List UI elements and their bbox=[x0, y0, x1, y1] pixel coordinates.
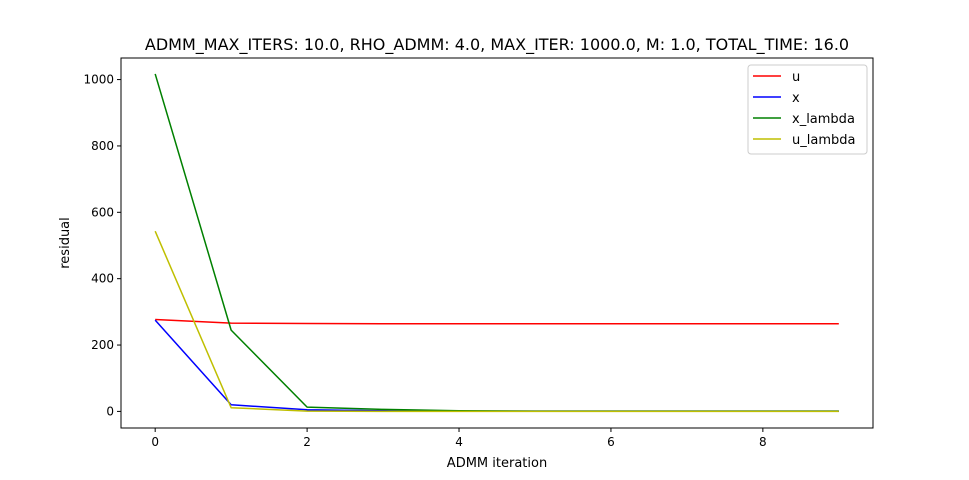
x-tick-label: 0 bbox=[151, 435, 159, 449]
x-tick-label: 6 bbox=[607, 435, 615, 449]
series-line-u bbox=[155, 318, 839, 325]
y-axis-label: residual bbox=[58, 217, 73, 269]
legend-label-u-lambda: u_lambda bbox=[792, 133, 855, 148]
x-axis-ticks: 0 2 4 6 8 bbox=[151, 428, 767, 449]
y-tick-label: 1000 bbox=[83, 73, 114, 87]
y-tick-label: 0 bbox=[106, 404, 114, 418]
x-tick-label: 4 bbox=[455, 435, 463, 449]
y-axis-ticks: 0 200 400 600 800 1000 bbox=[83, 73, 121, 418]
legend-label-x: x bbox=[792, 91, 800, 106]
x-tick-label: 2 bbox=[303, 435, 311, 449]
plot-area-frame bbox=[120, 57, 874, 429]
x-tick-label: 8 bbox=[759, 435, 767, 449]
legend-label-u: u bbox=[792, 70, 800, 85]
chart-title: ADMM_MAX_ITERS: 10.0, RHO_ADMM: 4.0, MAX… bbox=[145, 35, 849, 55]
legend: ux x_lambda u_lambda bbox=[747, 64, 868, 155]
legend-box bbox=[747, 64, 868, 155]
plot-lines bbox=[154, 73, 839, 413]
y-tick-label: 600 bbox=[91, 205, 114, 219]
y-tick-label: 400 bbox=[91, 272, 114, 286]
series-line-u-lambda bbox=[154, 230, 839, 413]
y-tick-label: 200 bbox=[91, 338, 114, 352]
y-tick-label: 800 bbox=[91, 139, 114, 153]
x-axis-label: ADMM iteration bbox=[447, 456, 547, 471]
legend-label-x-lambda: x_lambda bbox=[792, 112, 855, 127]
